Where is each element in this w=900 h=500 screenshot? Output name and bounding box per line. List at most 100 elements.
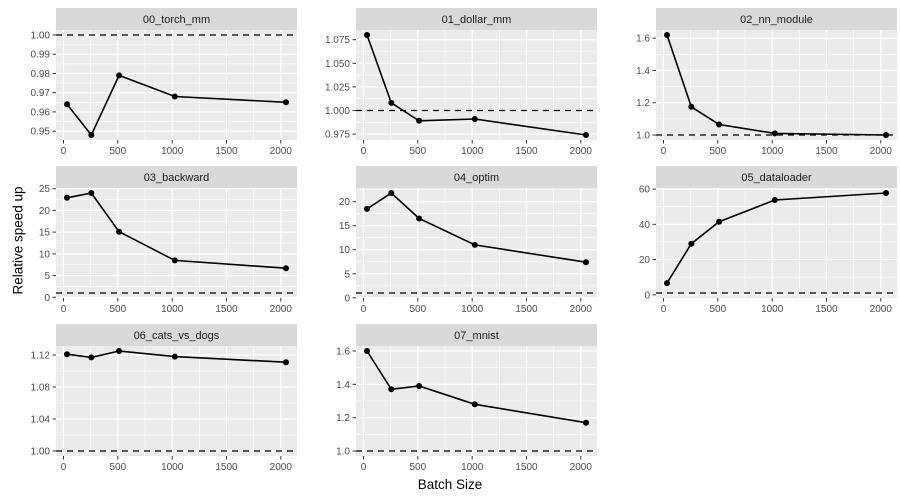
x-tick-label: 2000 [870, 304, 893, 315]
y-tick-label: 0 [344, 293, 350, 304]
data-point [688, 103, 695, 110]
y-tick-label: 1.6 [336, 347, 350, 358]
x-tick-label: 500 [109, 304, 126, 315]
x-tick-label: 2000 [570, 146, 593, 157]
x-tick-label: 1000 [461, 462, 484, 473]
y-tick-label: 1.2 [336, 413, 350, 424]
y-tick-label: 0.96 [31, 107, 51, 118]
panel-background [56, 30, 297, 140]
facet-title: 00_torch_mm [143, 14, 210, 26]
facet-strip [656, 8, 897, 30]
x-tick-label: 2000 [570, 462, 593, 473]
data-point [471, 401, 478, 408]
facet-strip [656, 166, 897, 188]
y-tick-label: 0.97 [31, 88, 51, 99]
x-tick-label: 0 [61, 304, 67, 315]
data-point [88, 190, 95, 196]
facet-title: 06_cats_vs_dogs [134, 330, 220, 342]
data-point [283, 265, 289, 272]
x-tick-label: 1000 [761, 146, 784, 157]
y-tick-label: 0.95 [31, 127, 51, 138]
x-tick-label: 0 [361, 146, 367, 157]
facet-panel: 0 500 1000 1500 2000 0 5 10 15 20 25 03_backward [0, 166, 300, 324]
data-point [283, 359, 289, 366]
data-point [883, 190, 889, 196]
y-tick-label: 5 [344, 269, 350, 280]
facet-strip [356, 8, 597, 30]
x-tick-label: 0 [361, 304, 367, 315]
panel-background [656, 188, 897, 298]
facet-panel: 0 500 1000 1500 2000 1.0 1.2 1.4 1.6 02_nn_module [600, 8, 900, 166]
x-tick-label: 1000 [461, 304, 484, 315]
y-tick-label: 15 [339, 221, 351, 232]
x-tick-label: 0 [661, 304, 667, 315]
y-tick-label: 25 [39, 184, 51, 195]
data-point [388, 99, 395, 106]
facet-panel: 0 500 1000 1500 2000 0.95 0.96 0.97 0.98 0.99 1.00… [0, 8, 300, 166]
facet-title: 05_dataloader [741, 172, 812, 184]
y-tick-label: 0.99 [31, 50, 51, 61]
x-tick-label: 1500 [215, 304, 238, 315]
data-point [283, 99, 289, 106]
x-tick-label: 2000 [870, 146, 893, 157]
facet-strip [56, 166, 297, 188]
x-tick-label: 2000 [270, 304, 293, 315]
data-point [771, 197, 778, 203]
x-tick-label: 500 [709, 146, 726, 157]
y-tick-label: 1.4 [636, 66, 650, 77]
x-tick-label: 1500 [815, 304, 838, 315]
x-tick-label: 500 [409, 462, 426, 473]
x-tick-label: 2000 [270, 462, 293, 473]
facet-strip [356, 166, 597, 188]
facet-panel: 0 500 1000 1500 2000 0 5 10 15 20 04_optim [300, 166, 600, 324]
facet-panel: 0 500 1000 1500 2000 0.975 1.000 1.025 1.050 1.07… [300, 8, 600, 166]
y-tick-label: 0 [44, 293, 50, 304]
x-tick-label: 2000 [570, 304, 593, 315]
facet-panel: 0 500 1000 1500 2000 1.00 1.04 1.08 1.12 06_cats_… [0, 324, 300, 482]
x-tick-label: 500 [409, 146, 426, 157]
y-tick-label: 0.98 [31, 69, 51, 80]
data-point [116, 348, 123, 354]
data-point [116, 228, 123, 235]
data-point [416, 383, 423, 389]
data-point [883, 132, 889, 138]
x-tick-label: 1000 [461, 146, 484, 157]
y-tick-label: 1.08 [31, 383, 51, 394]
x-tick-label: 1000 [161, 146, 184, 157]
data-point [171, 353, 178, 360]
y-tick-label: 10 [39, 249, 51, 260]
x-tick-label: 1500 [515, 146, 538, 157]
facet-title: 01_dollar_mm [442, 14, 512, 26]
x-axis-title: Batch Size [417, 477, 483, 492]
y-tick-label: 1.12 [31, 351, 51, 362]
data-point [88, 132, 95, 138]
data-point [471, 241, 478, 248]
data-point [64, 351, 70, 358]
data-point [171, 257, 178, 264]
data-point [388, 190, 395, 196]
facet-strip [356, 324, 597, 346]
data-point [416, 117, 423, 124]
x-tick-label: 0 [61, 462, 67, 473]
x-tick-label: 1500 [215, 462, 238, 473]
facet-title: 03_backward [144, 172, 209, 184]
facet-strip [56, 324, 297, 346]
facet-grid: 0 500 1000 1500 2000 0.95 0.96 0.97 0.98 0.99 1.00… [0, 8, 900, 482]
x-tick-label: 0 [61, 146, 67, 157]
x-tick-label: 500 [409, 304, 426, 315]
y-tick-label: 40 [639, 220, 651, 231]
y-tick-label: 1.6 [636, 34, 650, 45]
facet-title: 02_nn_module [740, 14, 813, 26]
y-tick-label: 10 [339, 245, 351, 256]
y-tick-label: 60 [639, 185, 651, 196]
data-point [771, 130, 778, 137]
data-point [64, 194, 70, 201]
y-tick-label: 5 [44, 271, 50, 282]
y-tick-label: 15 [39, 228, 51, 239]
x-tick-label: 1000 [161, 462, 184, 473]
facet-strip [56, 8, 297, 30]
x-tick-label: 0 [361, 462, 367, 473]
x-tick-label: 1500 [215, 146, 238, 157]
y-tick-label: 20 [339, 197, 351, 208]
